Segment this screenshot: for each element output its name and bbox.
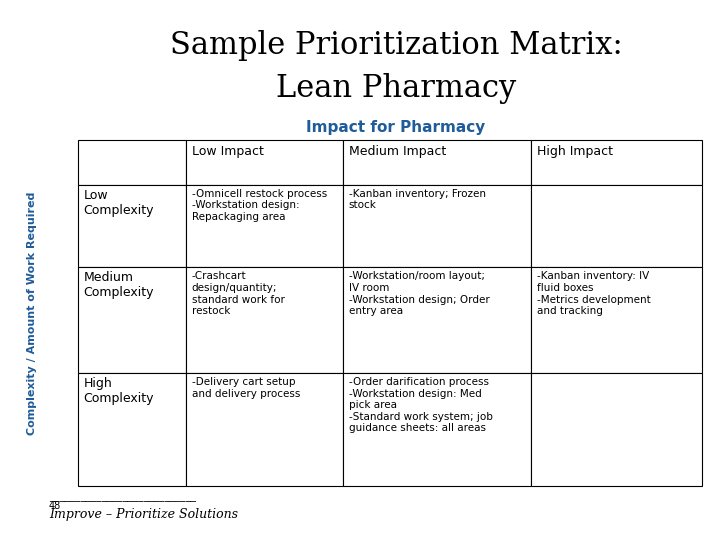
Bar [186, 140, 343, 185]
Text: Low Impact: Low Impact [192, 145, 264, 158]
Text: -Kanban inventory: IV
fluid boxes
-Metrics development
and tracking: -Kanban inventory: IV fluid boxes -Metri… [537, 272, 651, 316]
Text: High
Complexity: High Complexity [84, 377, 154, 405]
Bar [186, 373, 343, 486]
Text: -Crashcart
design/quantity;
standard work for
restock: -Crashcart design/quantity; standard wor… [192, 272, 284, 316]
Bar [531, 267, 702, 373]
Text: Medium
Complexity: Medium Complexity [84, 272, 154, 300]
Bar [78, 185, 186, 267]
Bar [343, 267, 531, 373]
Bar [343, 373, 531, 486]
Text: Impact for Pharmacy: Impact for Pharmacy [307, 120, 485, 135]
Text: Lean Pharmacy: Lean Pharmacy [276, 73, 516, 104]
Text: -Workstation/room layout;
IV room
-Workstation design; Order
entry area: -Workstation/room layout; IV room -Works… [348, 272, 490, 316]
Bar [343, 140, 531, 185]
Text: ____________________________: ____________________________ [49, 492, 196, 503]
Text: -Kanban inventory; Frozen
stock: -Kanban inventory; Frozen stock [348, 189, 485, 211]
Text: Low
Complexity: Low Complexity [84, 189, 154, 217]
Bar [78, 373, 186, 486]
Text: 48: 48 [49, 501, 61, 511]
Text: -Omnicell restock process
-Workstation design:
Repackaging area: -Omnicell restock process -Workstation d… [192, 189, 327, 222]
Bar [186, 185, 343, 267]
Text: -Order darification process
-Workstation design: Med
pick area
-Standard work sy: -Order darification process -Workstation… [348, 377, 492, 434]
Text: Improve – Prioritize Solutions: Improve – Prioritize Solutions [49, 508, 238, 521]
Bar [531, 373, 702, 486]
Bar [343, 185, 531, 267]
Text: High Impact: High Impact [537, 145, 613, 158]
Bar [78, 140, 186, 185]
Bar [78, 267, 186, 373]
Bar [531, 185, 702, 267]
Text: Sample Prioritization Matrix:: Sample Prioritization Matrix: [170, 30, 622, 60]
Bar [531, 140, 702, 185]
Text: Medium Impact: Medium Impact [348, 145, 446, 158]
Text: -Delivery cart setup
and delivery process: -Delivery cart setup and delivery proces… [192, 377, 300, 399]
Text: Complexity / Amount of Work Required: Complexity / Amount of Work Required [27, 192, 37, 435]
Bar [186, 267, 343, 373]
